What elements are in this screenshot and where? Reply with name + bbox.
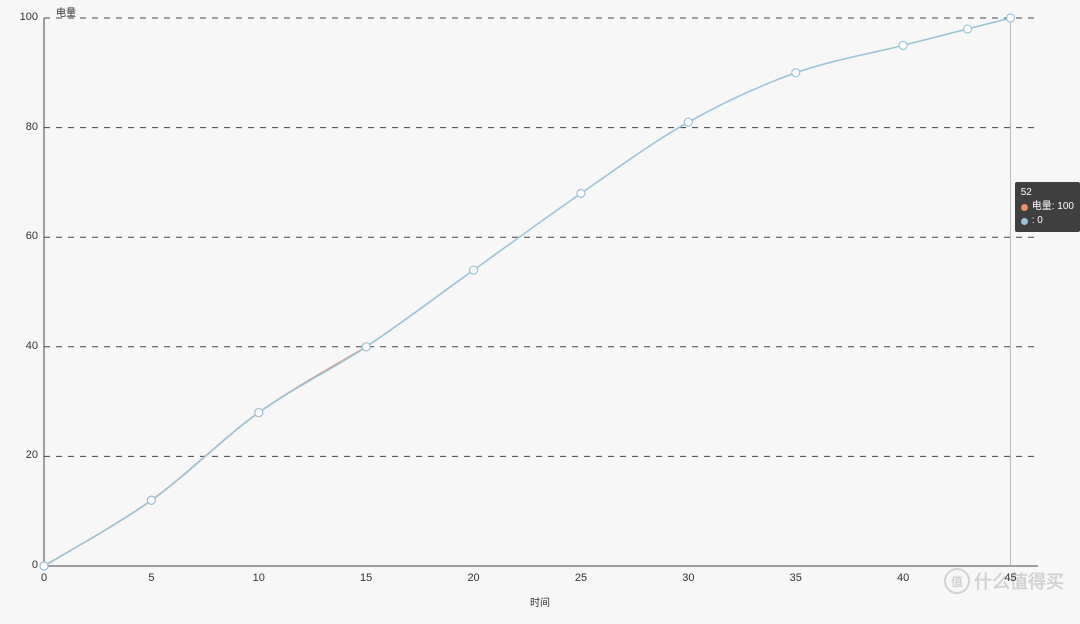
watermark-logo-icon: 值 <box>944 568 970 594</box>
tooltip-text-1: : 0 <box>1032 214 1043 228</box>
y-tick-label: 40 <box>8 340 38 352</box>
y-tick-label: 20 <box>8 449 38 461</box>
chart-tooltip: 52 电量: 100 : 0 <box>1015 182 1080 232</box>
tooltip-row-0: 电量: 100 <box>1021 200 1074 214</box>
y-tick-label: 60 <box>8 230 38 242</box>
tooltip-x-value: 52 <box>1021 186 1074 200</box>
tooltip-dot-1 <box>1021 218 1028 225</box>
chart-stage: 电量 时间 52 电量: 100 : 0 值 什么值得买 02040608010… <box>0 0 1080 624</box>
chart-svg <box>0 0 1080 624</box>
x-tick-label: 10 <box>244 572 274 584</box>
tooltip-dot-0 <box>1021 204 1028 211</box>
y-axis-title: 电量 <box>56 4 76 19</box>
tooltip-text-0: 电量: 100 <box>1032 200 1074 214</box>
x-tick-label: 20 <box>459 572 489 584</box>
y-tick-label: 80 <box>8 121 38 133</box>
x-tick-label: 30 <box>673 572 703 584</box>
x-tick-label: 35 <box>781 572 811 584</box>
x-tick-label: 25 <box>566 572 596 584</box>
x-tick-label: 5 <box>136 572 166 584</box>
y-tick-label: 0 <box>8 559 38 571</box>
x-axis-title: 时间 <box>530 594 550 609</box>
x-tick-label: 40 <box>888 572 918 584</box>
x-tick-label: 45 <box>996 572 1026 584</box>
y-tick-label: 100 <box>8 11 38 23</box>
tooltip-row-1: : 0 <box>1021 214 1074 228</box>
x-tick-label: 15 <box>351 572 381 584</box>
x-tick-label: 0 <box>29 572 59 584</box>
